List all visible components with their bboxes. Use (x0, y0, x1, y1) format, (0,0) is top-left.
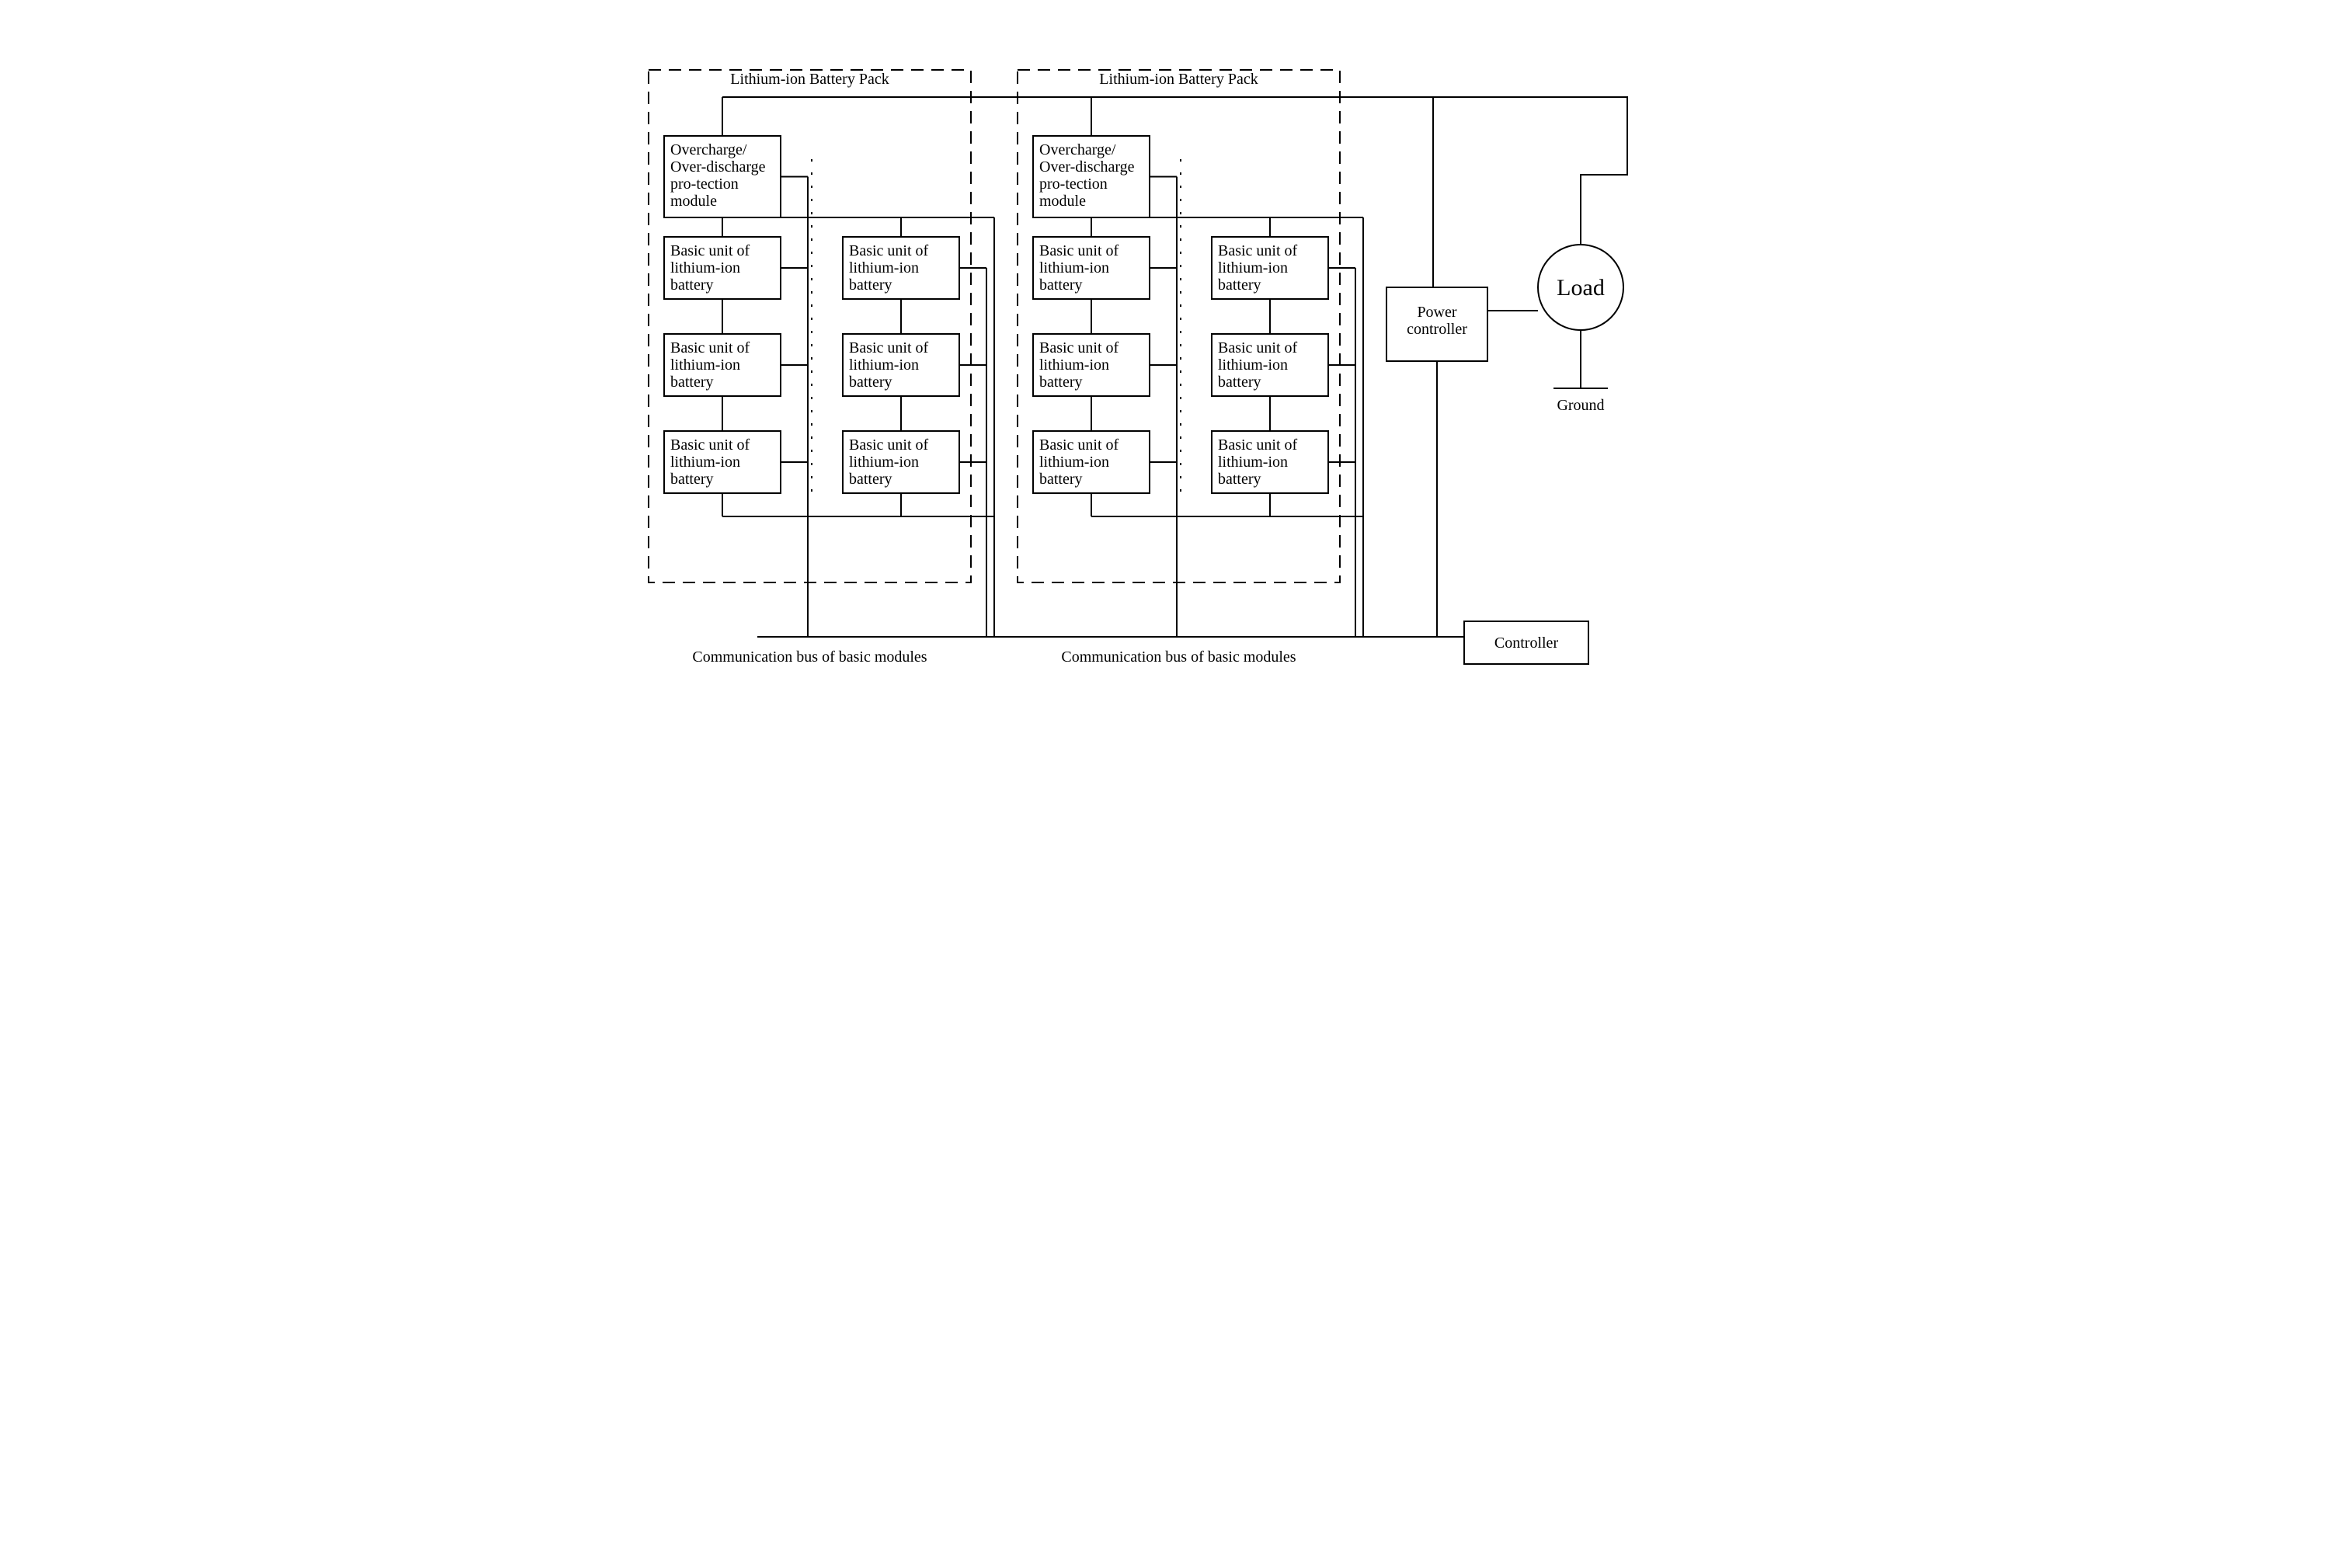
svg-text:Ground: Ground (1557, 397, 1604, 414)
battery-pack: Lithium-ion Battery PackOvercharge/Over-… (1018, 70, 1363, 637)
diagram-root: Lithium-ion Battery PackOvercharge/Over-… (649, 70, 1627, 666)
svg-text:Communication bus of basic mod: Communication bus of basic modules (1061, 648, 1296, 666)
battery-system-diagram: Lithium-ion Battery PackOvercharge/Over-… (586, 0, 1752, 777)
svg-text:Lithium-ion Battery Pack: Lithium-ion Battery Pack (1099, 71, 1258, 88)
svg-text:Lithium-ion Battery Pack: Lithium-ion Battery Pack (730, 71, 889, 88)
battery-pack: Lithium-ion Battery PackOvercharge/Over-… (649, 70, 994, 637)
svg-text:Communication bus of basic mod: Communication bus of basic modules (692, 648, 927, 666)
svg-text:Load: Load (1557, 275, 1605, 301)
svg-text:Controller: Controller (1494, 635, 1559, 652)
